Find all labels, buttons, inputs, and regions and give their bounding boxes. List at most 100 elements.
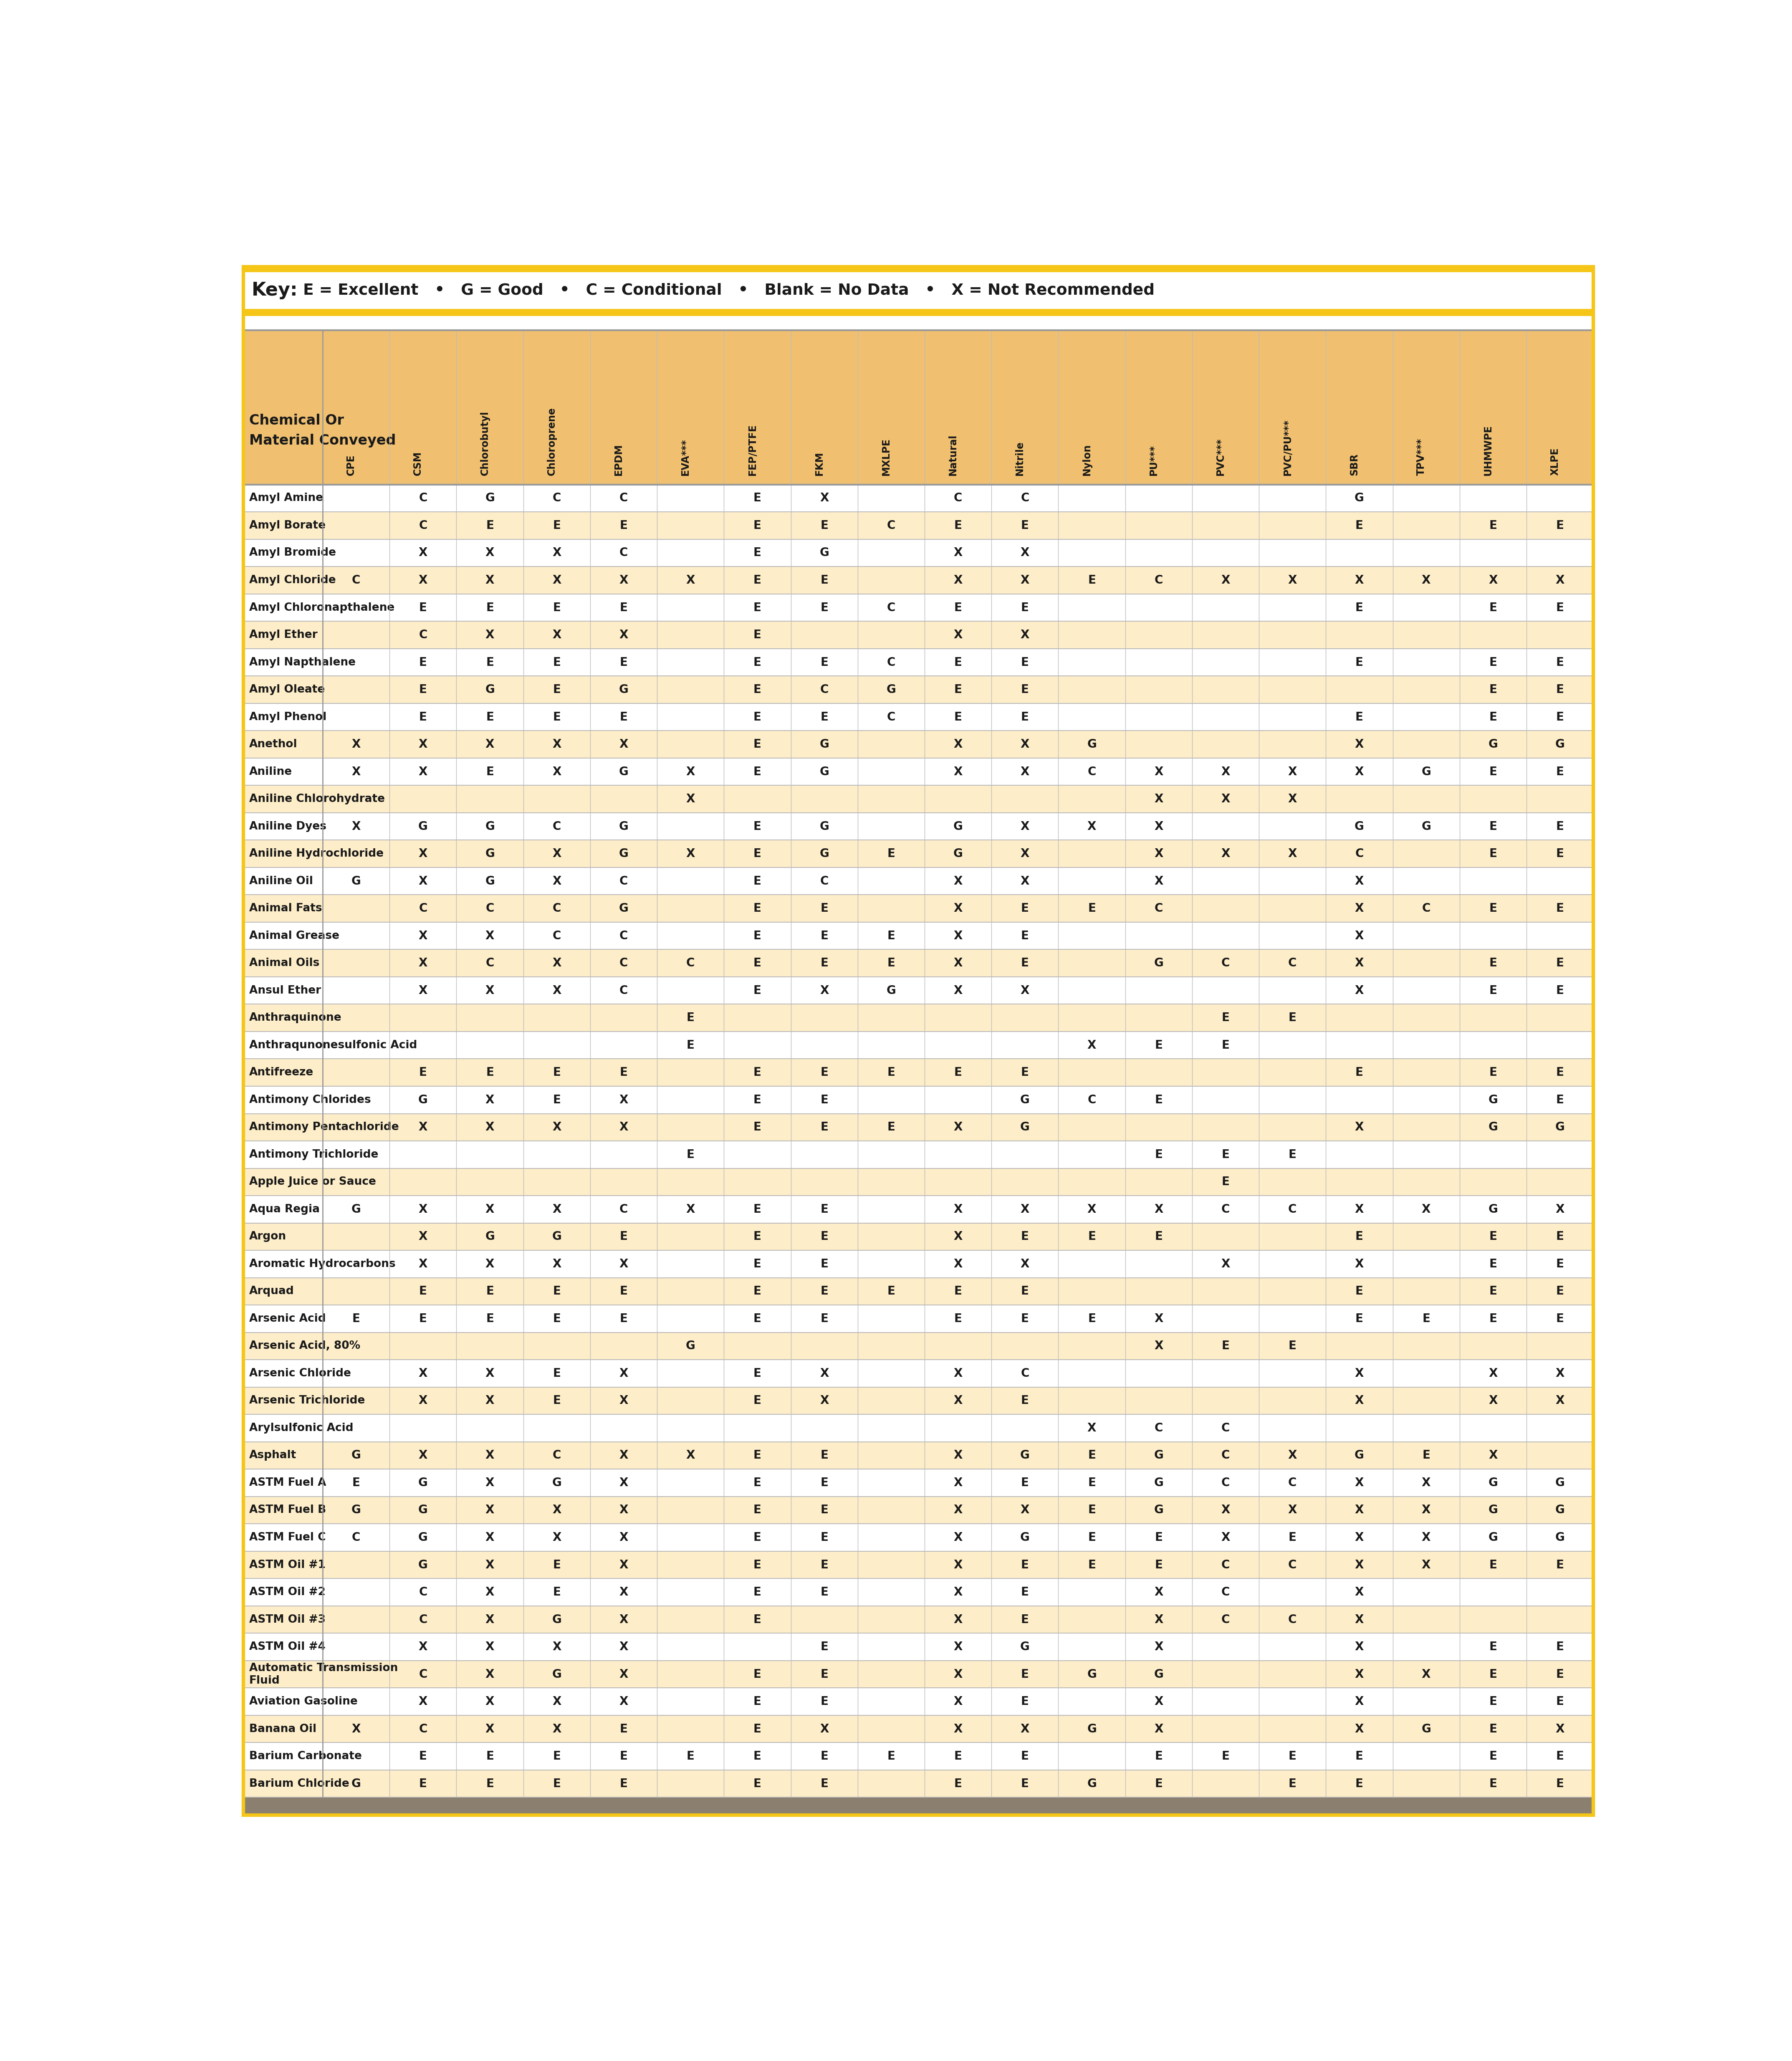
Text: E: E [486, 1313, 495, 1325]
Bar [244, 620, 1593, 649]
Text: C: C [620, 546, 627, 559]
Text: E: E [1423, 1313, 1430, 1325]
Text: G: G [953, 847, 962, 859]
Text: X: X [620, 1257, 627, 1270]
Text: E: E [821, 1779, 828, 1789]
Bar [244, 1715, 1593, 1744]
Text: X: X [1020, 985, 1029, 995]
Text: G: G [1020, 1121, 1030, 1134]
Text: Amyl Chloronapthalene: Amyl Chloronapthalene [249, 602, 394, 612]
Text: X: X [953, 1587, 962, 1597]
Text: E: E [1088, 1505, 1095, 1517]
Text: C: C [620, 1204, 627, 1216]
Bar [244, 1606, 1593, 1632]
Text: X: X [620, 1094, 627, 1107]
Text: Asphalt: Asphalt [249, 1451, 296, 1461]
Text: X: X [953, 1558, 962, 1570]
Text: Chemical Or
Material Conveyed: Chemical Or Material Conveyed [249, 414, 396, 447]
Text: E: E [953, 711, 962, 723]
Bar [244, 1251, 1593, 1278]
Text: X: X [419, 1696, 428, 1707]
Bar [244, 1523, 1593, 1552]
Text: X: X [552, 876, 561, 886]
Text: X: X [1088, 1422, 1097, 1434]
Text: E = Excellent   •   G = Good   •   C = Conditional   •   Blank = No Data   •   X: E = Excellent • G = Good • C = Condition… [303, 282, 1154, 299]
Text: E: E [1021, 956, 1029, 969]
Text: X: X [953, 1641, 962, 1653]
Text: PVC***: PVC*** [1215, 437, 1226, 476]
Text: X: X [953, 1121, 962, 1134]
Text: E: E [821, 956, 828, 969]
Text: X: X [486, 1478, 495, 1488]
Bar [244, 1387, 1593, 1414]
Text: X: X [552, 1641, 561, 1653]
Text: X: X [419, 575, 428, 585]
Text: E: E [552, 711, 561, 723]
Text: X: X [953, 1395, 962, 1406]
Text: X: X [552, 1696, 561, 1707]
Text: E: E [1489, 1669, 1496, 1680]
Text: E: E [419, 1068, 426, 1078]
Text: X: X [1421, 1204, 1430, 1216]
Text: G: G [1154, 1669, 1163, 1680]
Text: C: C [1222, 1478, 1229, 1488]
Text: X: X [486, 575, 495, 585]
Text: E: E [753, 493, 762, 505]
Text: X: X [552, 546, 561, 559]
Text: E: E [821, 1313, 828, 1325]
Text: X: X [1421, 1505, 1430, 1517]
Text: E: E [419, 657, 426, 668]
Text: E: E [620, 1313, 627, 1325]
Bar [244, 921, 1593, 950]
Text: E: E [1489, 820, 1496, 833]
Text: X: X [1020, 738, 1029, 750]
Text: E: E [1489, 657, 1496, 668]
Text: Arsenic Chloride: Arsenic Chloride [249, 1369, 351, 1379]
Text: E: E [1021, 1478, 1029, 1488]
Text: E: E [486, 1779, 495, 1789]
Text: ASTM Oil #4: ASTM Oil #4 [249, 1641, 326, 1653]
Text: C: C [1222, 1614, 1229, 1626]
Text: X: X [486, 1094, 495, 1107]
Bar [244, 540, 1593, 567]
Text: E: E [1222, 1039, 1229, 1051]
Text: X: X [1555, 1395, 1564, 1406]
Text: X: X [953, 956, 962, 969]
Bar [244, 1305, 1593, 1331]
Text: C: C [1088, 1094, 1097, 1107]
Text: E: E [1489, 985, 1496, 995]
Text: E: E [753, 1395, 762, 1406]
Text: X: X [1154, 1340, 1163, 1352]
Text: E: E [419, 1313, 426, 1325]
Text: E: E [1021, 930, 1029, 942]
Text: X: X [819, 985, 828, 995]
Text: E: E [686, 1012, 695, 1024]
Text: E: E [1154, 1148, 1163, 1160]
Bar [244, 950, 1593, 977]
Text: G: G [1088, 738, 1097, 750]
Text: C: C [419, 1669, 426, 1680]
Bar [244, 309, 1593, 313]
Text: C: C [821, 684, 828, 695]
Text: G: G [351, 1204, 360, 1216]
Text: C: C [953, 493, 962, 505]
Text: X: X [1421, 1478, 1430, 1488]
Text: E: E [887, 956, 894, 969]
Text: E: E [753, 575, 762, 585]
Text: X: X [1220, 1531, 1229, 1544]
Text: E: E [821, 1204, 828, 1216]
Text: C: C [419, 629, 426, 641]
Text: G: G [819, 847, 830, 859]
Text: X: X [953, 903, 962, 915]
Text: TPV***: TPV*** [1416, 439, 1426, 476]
Text: E: E [821, 1449, 828, 1461]
Text: E: E [486, 711, 495, 723]
Text: E: E [1021, 657, 1029, 668]
Text: E: E [753, 1121, 762, 1134]
Text: C: C [552, 903, 561, 915]
Text: E: E [753, 876, 762, 886]
Text: E: E [753, 1723, 762, 1735]
Text: X: X [552, 767, 561, 777]
Text: E: E [753, 1531, 762, 1544]
Text: E: E [620, 1723, 627, 1735]
